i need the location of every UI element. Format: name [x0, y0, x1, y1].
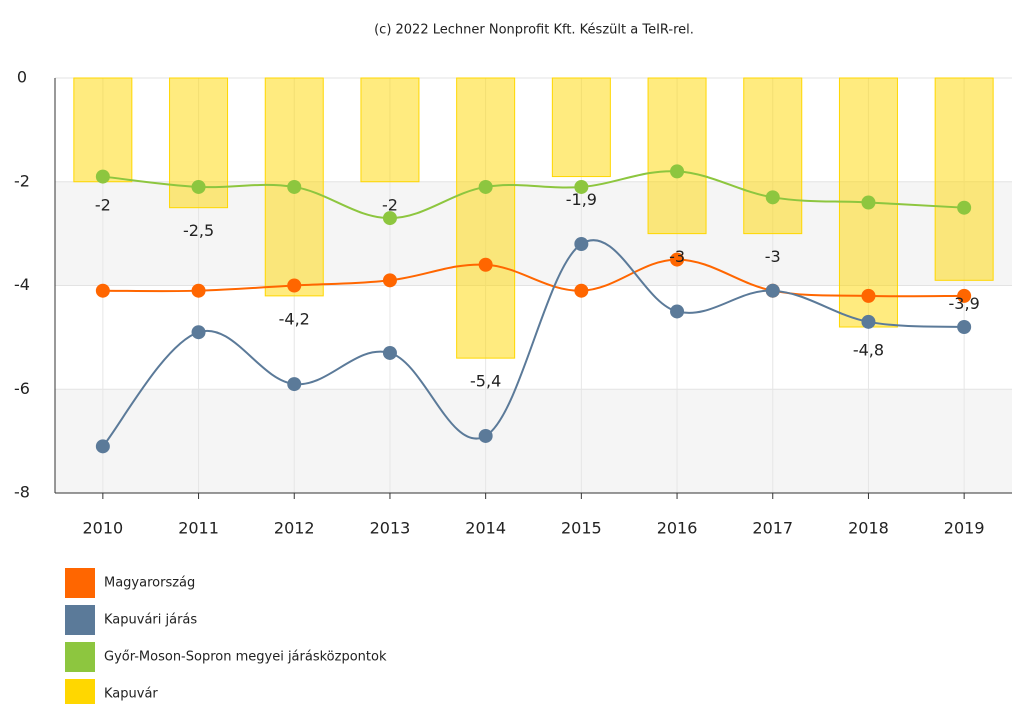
series-line: [102, 170, 965, 220]
legend-label: Kapuvári járás: [104, 613, 197, 628]
y-tick-label: 0: [17, 68, 27, 87]
point: [287, 179, 302, 194]
point: [670, 304, 685, 319]
point: [765, 190, 780, 205]
point: [861, 195, 876, 210]
bar: [743, 77, 803, 235]
plot-band: [55, 389, 1012, 493]
x-tick-label: 2015: [561, 519, 602, 538]
bar: [360, 77, 420, 183]
y-tick-label: -2: [14, 171, 30, 190]
point: [670, 164, 685, 179]
data-label: -4,2: [279, 309, 310, 328]
x-tick-label: 2016: [657, 519, 698, 538]
point: [287, 278, 302, 293]
legend-swatch: [65, 605, 95, 635]
series-line: [102, 239, 965, 447]
y-tick-label: -6: [14, 379, 30, 398]
point: [382, 211, 397, 226]
x-tick-label: 2012: [274, 519, 315, 538]
data-label: -2,5: [183, 221, 214, 240]
legend-swatch: [65, 568, 95, 598]
point: [861, 288, 876, 303]
point: [287, 377, 302, 392]
point: [95, 169, 110, 184]
point: [382, 273, 397, 288]
point: [957, 288, 972, 303]
data-label: -3: [765, 247, 781, 266]
point: [478, 257, 493, 272]
y-tick-label: -4: [14, 275, 30, 294]
x-tick-label: 2018: [848, 519, 889, 538]
x-tick-label: 2019: [944, 519, 985, 538]
x-tick-label: 2014: [465, 519, 506, 538]
data-label: -4,8: [853, 341, 884, 360]
point: [574, 283, 589, 298]
point: [574, 179, 589, 194]
point: [957, 320, 972, 334]
point: [957, 200, 972, 215]
point: [574, 237, 589, 251]
bar: [647, 77, 707, 235]
legend-swatch: [65, 642, 95, 672]
point: [765, 283, 780, 298]
data-label: -3: [669, 247, 685, 266]
bar: [934, 77, 994, 281]
legend-swatch: [65, 679, 95, 704]
legend-label: Kapuvár: [104, 687, 158, 702]
data-label: -3,9: [949, 294, 980, 313]
point: [861, 314, 876, 329]
legend-label: Magyarország: [104, 576, 195, 591]
data-label: -1,9: [566, 190, 597, 209]
x-tick-label: 2011: [178, 519, 219, 538]
point: [95, 439, 110, 454]
x-tick-label: 2013: [370, 519, 411, 538]
bar: [73, 77, 133, 183]
point: [382, 345, 397, 360]
point: [191, 179, 206, 194]
chart-title: (c) 2022 Lechner Nonprofit Kft. Készült …: [374, 23, 694, 38]
data-label: -5,4: [470, 372, 501, 391]
point: [478, 428, 493, 443]
bar: [456, 77, 516, 359]
point: [191, 283, 206, 298]
data-label: -2: [95, 195, 111, 214]
x-tick-label: 2017: [752, 519, 793, 538]
bar: [551, 77, 611, 178]
data-label: -2: [382, 195, 398, 214]
point: [191, 325, 206, 340]
point: [670, 252, 685, 267]
series-line: [102, 258, 965, 298]
y-tick-label: -8: [14, 483, 30, 502]
legend-label: Győr-Moson-Sopron megyei járásközpontok: [104, 650, 387, 665]
point: [95, 283, 110, 298]
x-tick-label: 2010: [82, 519, 123, 538]
point: [478, 179, 493, 194]
